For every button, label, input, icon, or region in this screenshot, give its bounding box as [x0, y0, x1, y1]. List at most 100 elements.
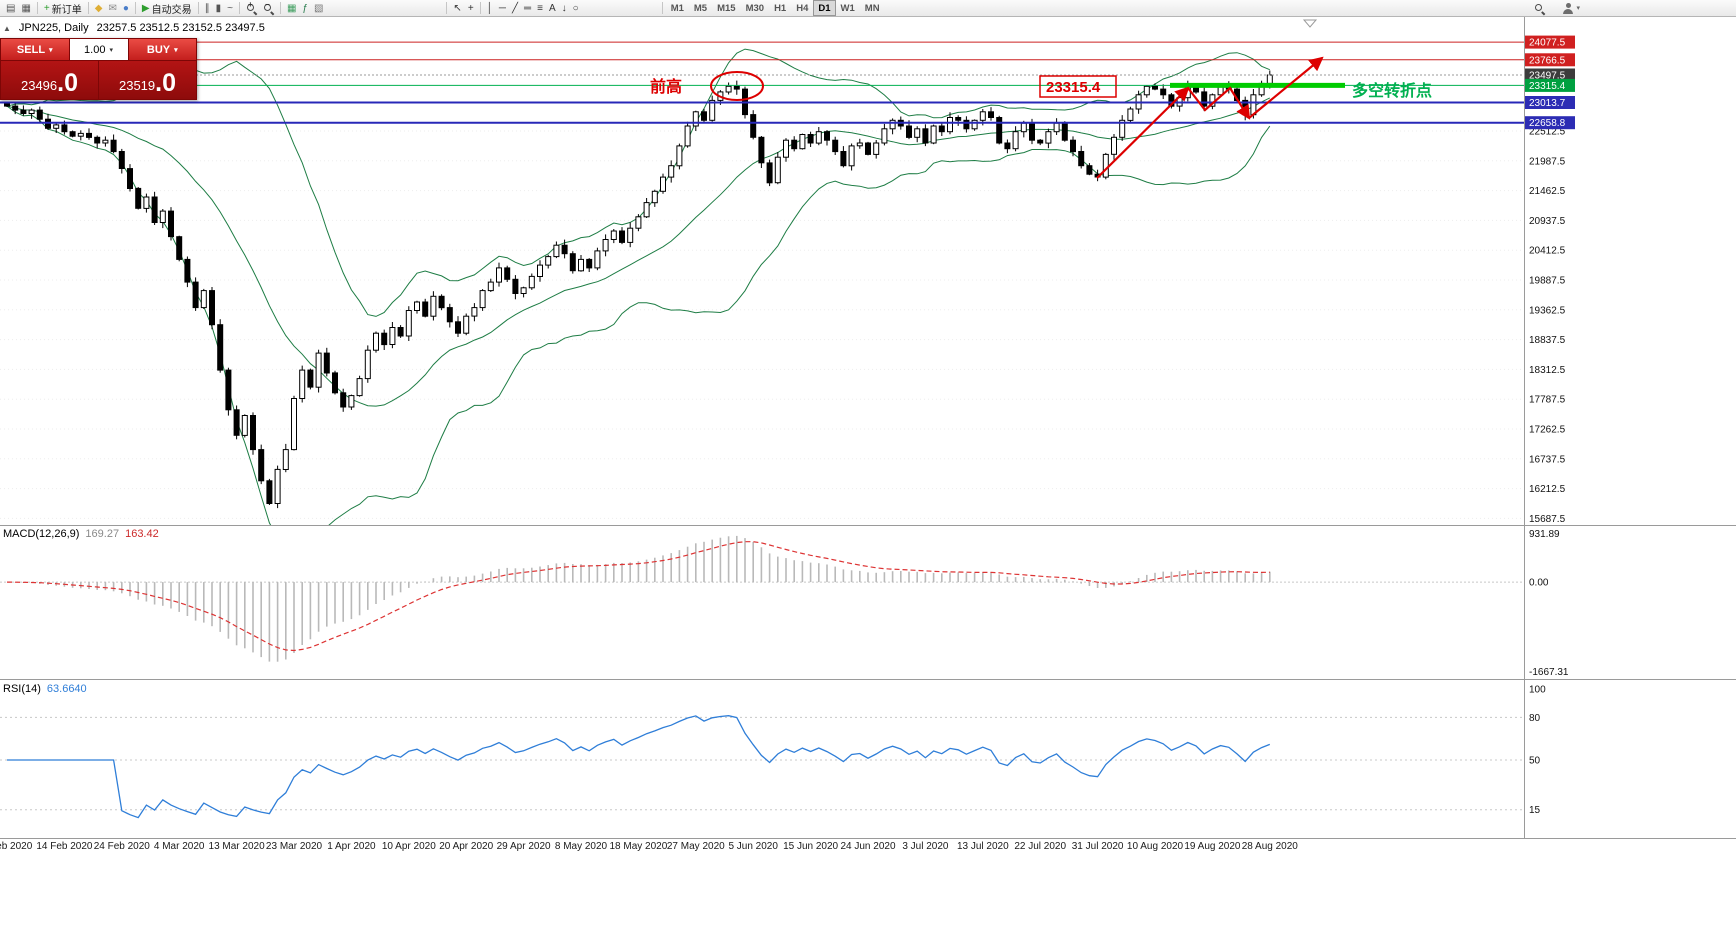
price-tag [1525, 35, 1575, 49]
chart-shift-icon[interactable] [1302, 19, 1318, 28]
trend-zigzag [1187, 86, 1251, 120]
zoom-out-icon: − [263, 0, 274, 14]
horizontal-line-icon[interactable]: ─ [496, 1, 509, 16]
price-label-box [1039, 75, 1117, 98]
new-window-icon[interactable]: ▦ [18, 1, 33, 16]
svg-text:18837.5: 18837.5 [1529, 335, 1566, 346]
svg-text:24 Jun 2020: 24 Jun 2020 [840, 841, 895, 852]
macd-value-signal: 163.42 [125, 528, 159, 540]
trade-controls-row: SELL ▾ 1.00 ▾ BUY ▾ [1, 39, 196, 60]
svg-text:10 Aug 2020: 10 Aug 2020 [1127, 841, 1184, 852]
svg-text:21462.5: 21462.5 [1529, 186, 1566, 197]
toolbar-separator [446, 2, 448, 14]
timeframe-h1-button[interactable]: H1 [774, 2, 787, 14]
toolbar-separator [279, 2, 281, 14]
svg-text:29 Apr 2020: 29 Apr 2020 [497, 841, 551, 852]
buy-button[interactable]: BUY ▾ [128, 39, 196, 60]
timeframe-m30-button[interactable]: M30 [745, 2, 765, 14]
macd-label: MACD(12,26,9) [3, 528, 80, 540]
community-icon-glyph: ● [122, 2, 129, 14]
line-chart-icon-glyph: ~ [227, 2, 233, 14]
svg-text:22 Jul 2020: 22 Jul 2020 [1014, 841, 1066, 852]
fibonacci-icon[interactable]: ≡ [534, 1, 546, 16]
svg-text:13 Jul 2020: 13 Jul 2020 [957, 841, 1009, 852]
community-icon[interactable]: ● [120, 1, 132, 16]
annotations: 前高 23315.4 多空转折点 [650, 56, 1432, 179]
collapse-panel-icon[interactable]: ▲ [3, 23, 11, 33]
buy-price-big: .0 [155, 69, 176, 97]
macd-signal-line [6, 541, 1270, 652]
bar-chart-icon[interactable]: ∥ [202, 1, 213, 16]
grid-icon[interactable]: ▦ [284, 1, 299, 16]
svg-text:80: 80 [1529, 713, 1541, 724]
zoom-in-icon[interactable]: + [243, 0, 260, 16]
price-tag [1525, 78, 1575, 92]
favorites-icon[interactable]: ◆ [92, 1, 106, 16]
zoom-out-icon[interactable]: − [260, 0, 277, 16]
timeframe-d1-button[interactable]: D1 [813, 0, 836, 16]
mail-icon[interactable]: ✉ [105, 1, 119, 16]
buy-price[interactable]: 23519 .0 [98, 61, 196, 99]
cursor-icon-glyph: ↖ [453, 2, 462, 14]
templates-icon[interactable]: ▧ [311, 1, 326, 16]
svg-text:20412.5: 20412.5 [1529, 246, 1566, 257]
volume-input[interactable]: 1.00 ▾ [68, 39, 129, 60]
sell-button[interactable]: SELL ▾ [1, 39, 69, 60]
buy-label: BUY [146, 43, 171, 56]
svg-text:20 Apr 2020: 20 Apr 2020 [439, 841, 493, 852]
grid-icon-glyph: ▦ [286, 2, 297, 14]
trendline-icon[interactable]: ╱ [509, 1, 521, 16]
svg-text:50: 50 [1529, 756, 1541, 767]
volume-value: 1.00 [84, 43, 106, 56]
svg-text:23497.5: 23497.5 [1529, 71, 1566, 82]
indicators-icon[interactable]: ƒ [299, 1, 311, 16]
timeframe-m1-button[interactable]: M1 [670, 2, 684, 14]
svg-text:19362.5: 19362.5 [1529, 305, 1566, 316]
new-window-icon-glyph: ▦ [21, 2, 31, 14]
volume-dropdown-icon: ▾ [109, 46, 113, 54]
channel-icon[interactable]: ═ [521, 1, 534, 16]
search-icon[interactable] [1531, 1, 1548, 16]
svg-text:23315.4: 23315.4 [1529, 81, 1566, 92]
auto-trading-button[interactable]: ▶ 自动交易 [139, 1, 195, 16]
vertical-line-icon[interactable]: │ [484, 1, 496, 16]
account-icon[interactable]: ▾ [1560, 1, 1583, 16]
svg-text:15 Jun 2020: 15 Jun 2020 [783, 841, 838, 852]
person-icon [1563, 2, 1574, 14]
price-axis[interactable]: 22512.5 21987.5 21462.5 20937.5 20412.5 19887… [1529, 127, 1569, 817]
shapes-icon-glyph: ○ [572, 2, 579, 14]
one-click-trading-panel: SELL ▾ 1.00 ▾ BUY ▾ 23496 .0 23519 .0 [0, 38, 197, 100]
svg-text:3 Jul 2020: 3 Jul 2020 [902, 841, 949, 852]
svg-text:19 Aug 2020: 19 Aug 2020 [1184, 841, 1241, 852]
timeframe-group: M1 M5 M15 M30 H1 H4 D1 W1 MN [666, 0, 885, 16]
toolbar: ▤ ▦ + 新订单 ◆ ✉ ● ▶ 自动交易 ∥ ▮ ~ + − ▦ ƒ ▧ ↖ + │ ─ ╱ ═ ≡ A ↓ ○ M1 M5 M15 M… [0, 0, 1736, 17]
chart-window-icon[interactable]: ▤ [3, 1, 18, 16]
timeframe-mn-button[interactable]: MN [864, 2, 880, 14]
sell-price[interactable]: 23496 .0 [1, 61, 98, 99]
ohlc-values: 23257.5 23512.5 23152.5 23497.5 [96, 22, 265, 34]
text-icon[interactable]: A [546, 1, 559, 16]
bar-chart-icon-glyph: ∥ [204, 2, 210, 14]
arrows-icon[interactable]: ↓ [559, 1, 570, 16]
panel-separators[interactable] [0, 17, 1736, 839]
shapes-icon[interactable]: ○ [570, 1, 582, 16]
timeframe-w1-button[interactable]: W1 [840, 2, 855, 14]
new-order-button[interactable]: + 新订单 [41, 1, 85, 16]
timeframe-m5-button[interactable]: M5 [693, 2, 708, 14]
line-chart-icon[interactable]: ~ [224, 1, 236, 16]
trend-arrow-up-2 [1248, 56, 1324, 119]
vertical-line-icon-glyph: │ [486, 2, 493, 14]
rsi-line [7, 715, 1271, 819]
crosshair-icon[interactable]: + [465, 1, 477, 16]
text-icon-glyph: A [548, 2, 556, 14]
svg-text:20937.5: 20937.5 [1529, 216, 1566, 227]
svg-text:10 Apr 2020: 10 Apr 2020 [382, 841, 436, 852]
cursor-icon[interactable]: ↖ [450, 1, 464, 16]
timeframe-h4-button[interactable]: H4 [796, 2, 809, 14]
candlestick-chart-icon[interactable]: ▮ [213, 1, 225, 16]
timeframe-m15-button[interactable]: M15 [717, 2, 736, 14]
price-tag [1525, 96, 1575, 109]
